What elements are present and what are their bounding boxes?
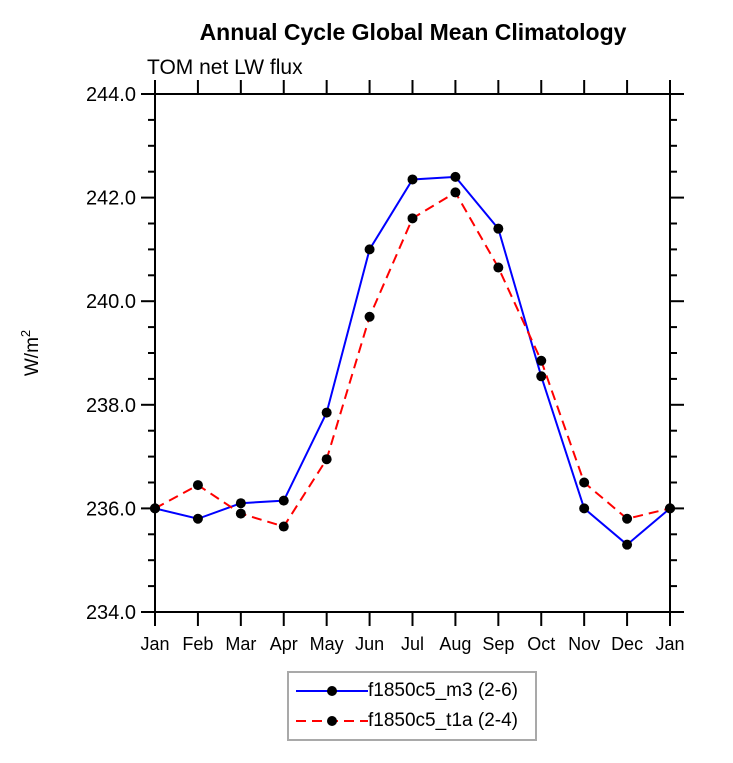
data-point-marker: [579, 477, 590, 488]
y-axis-title: W/m2: [18, 330, 43, 376]
x-tick-label: Dec: [611, 634, 643, 654]
legend-label: f1850c5_m3 (2-6): [368, 680, 518, 701]
x-tick-label: Nov: [568, 634, 600, 654]
data-point-marker: [450, 187, 461, 198]
data-point-marker: [665, 503, 675, 514]
data-point-marker: [493, 223, 504, 234]
data-point-marker: [622, 539, 633, 550]
data-point-marker: [192, 513, 203, 524]
legend-sample-marker: [327, 716, 337, 726]
x-tick-label: Jan: [655, 634, 684, 654]
x-tick-label: Oct: [527, 634, 555, 654]
x-tick-label: Apr: [270, 634, 298, 654]
data-point-marker: [450, 171, 461, 182]
data-point-marker: [407, 174, 418, 185]
data-point-marker: [192, 480, 203, 491]
legend-line-sample-solid: [296, 686, 368, 696]
legend-item: f1850c5_t1a (2-4): [289, 706, 535, 736]
x-tick-label: Aug: [439, 634, 471, 654]
data-point-marker: [407, 213, 418, 224]
legend-label: f1850c5_t1a (2-4): [368, 710, 518, 731]
data-point-marker: [536, 355, 547, 366]
data-point-marker: [321, 454, 332, 465]
data-point-marker: [150, 503, 160, 514]
y-tick-label: 240.0: [86, 291, 136, 313]
data-point-marker: [622, 513, 633, 524]
data-point-marker: [321, 407, 332, 418]
data-point-marker: [364, 311, 375, 322]
x-tick-label: Feb: [182, 634, 213, 654]
y-tick-label: 242.0: [86, 188, 136, 210]
chart-title: Annual Cycle Global Mean Climatology: [199, 19, 627, 45]
legend-item: f1850c5_m3 (2-6): [289, 676, 535, 706]
data-point-marker: [235, 508, 246, 519]
data-point-marker: [536, 371, 547, 382]
plot-box: [154, 93, 671, 613]
data-point-marker: [278, 495, 289, 506]
x-tick-label: Jan: [140, 634, 169, 654]
chart-canvas: 234.0 236.0 238.0 240.0 242.0 244.0 Jan Feb Mar A…: [18, 80, 685, 654]
y-tick-label: 234.0: [86, 602, 136, 624]
data-point-marker: [493, 262, 504, 273]
legend-sample-marker: [327, 686, 337, 696]
x-tick-label: Jul: [401, 634, 424, 654]
legend-box: f1850c5_m3 (2-6) f1850c5_t1a (2-4): [287, 671, 537, 741]
chart-subtitle: TOM net LW flux: [147, 56, 303, 79]
y-tick-label: 238.0: [86, 395, 136, 417]
data-point-marker: [364, 244, 375, 255]
x-tick-label: Mar: [225, 634, 256, 654]
x-tick-label: Sep: [482, 634, 514, 654]
y-tick-label: 244.0: [86, 84, 136, 106]
x-tick-label: May: [310, 634, 344, 654]
data-point-marker: [235, 498, 246, 509]
data-point-marker: [579, 503, 590, 514]
series-line-0: [154, 175, 671, 546]
legend-line-sample-dashed: [296, 716, 368, 726]
x-tick-label: Jun: [355, 634, 384, 654]
data-point-marker: [278, 521, 289, 532]
series-line-1: [154, 191, 671, 528]
y-tick-label: 236.0: [86, 498, 136, 520]
